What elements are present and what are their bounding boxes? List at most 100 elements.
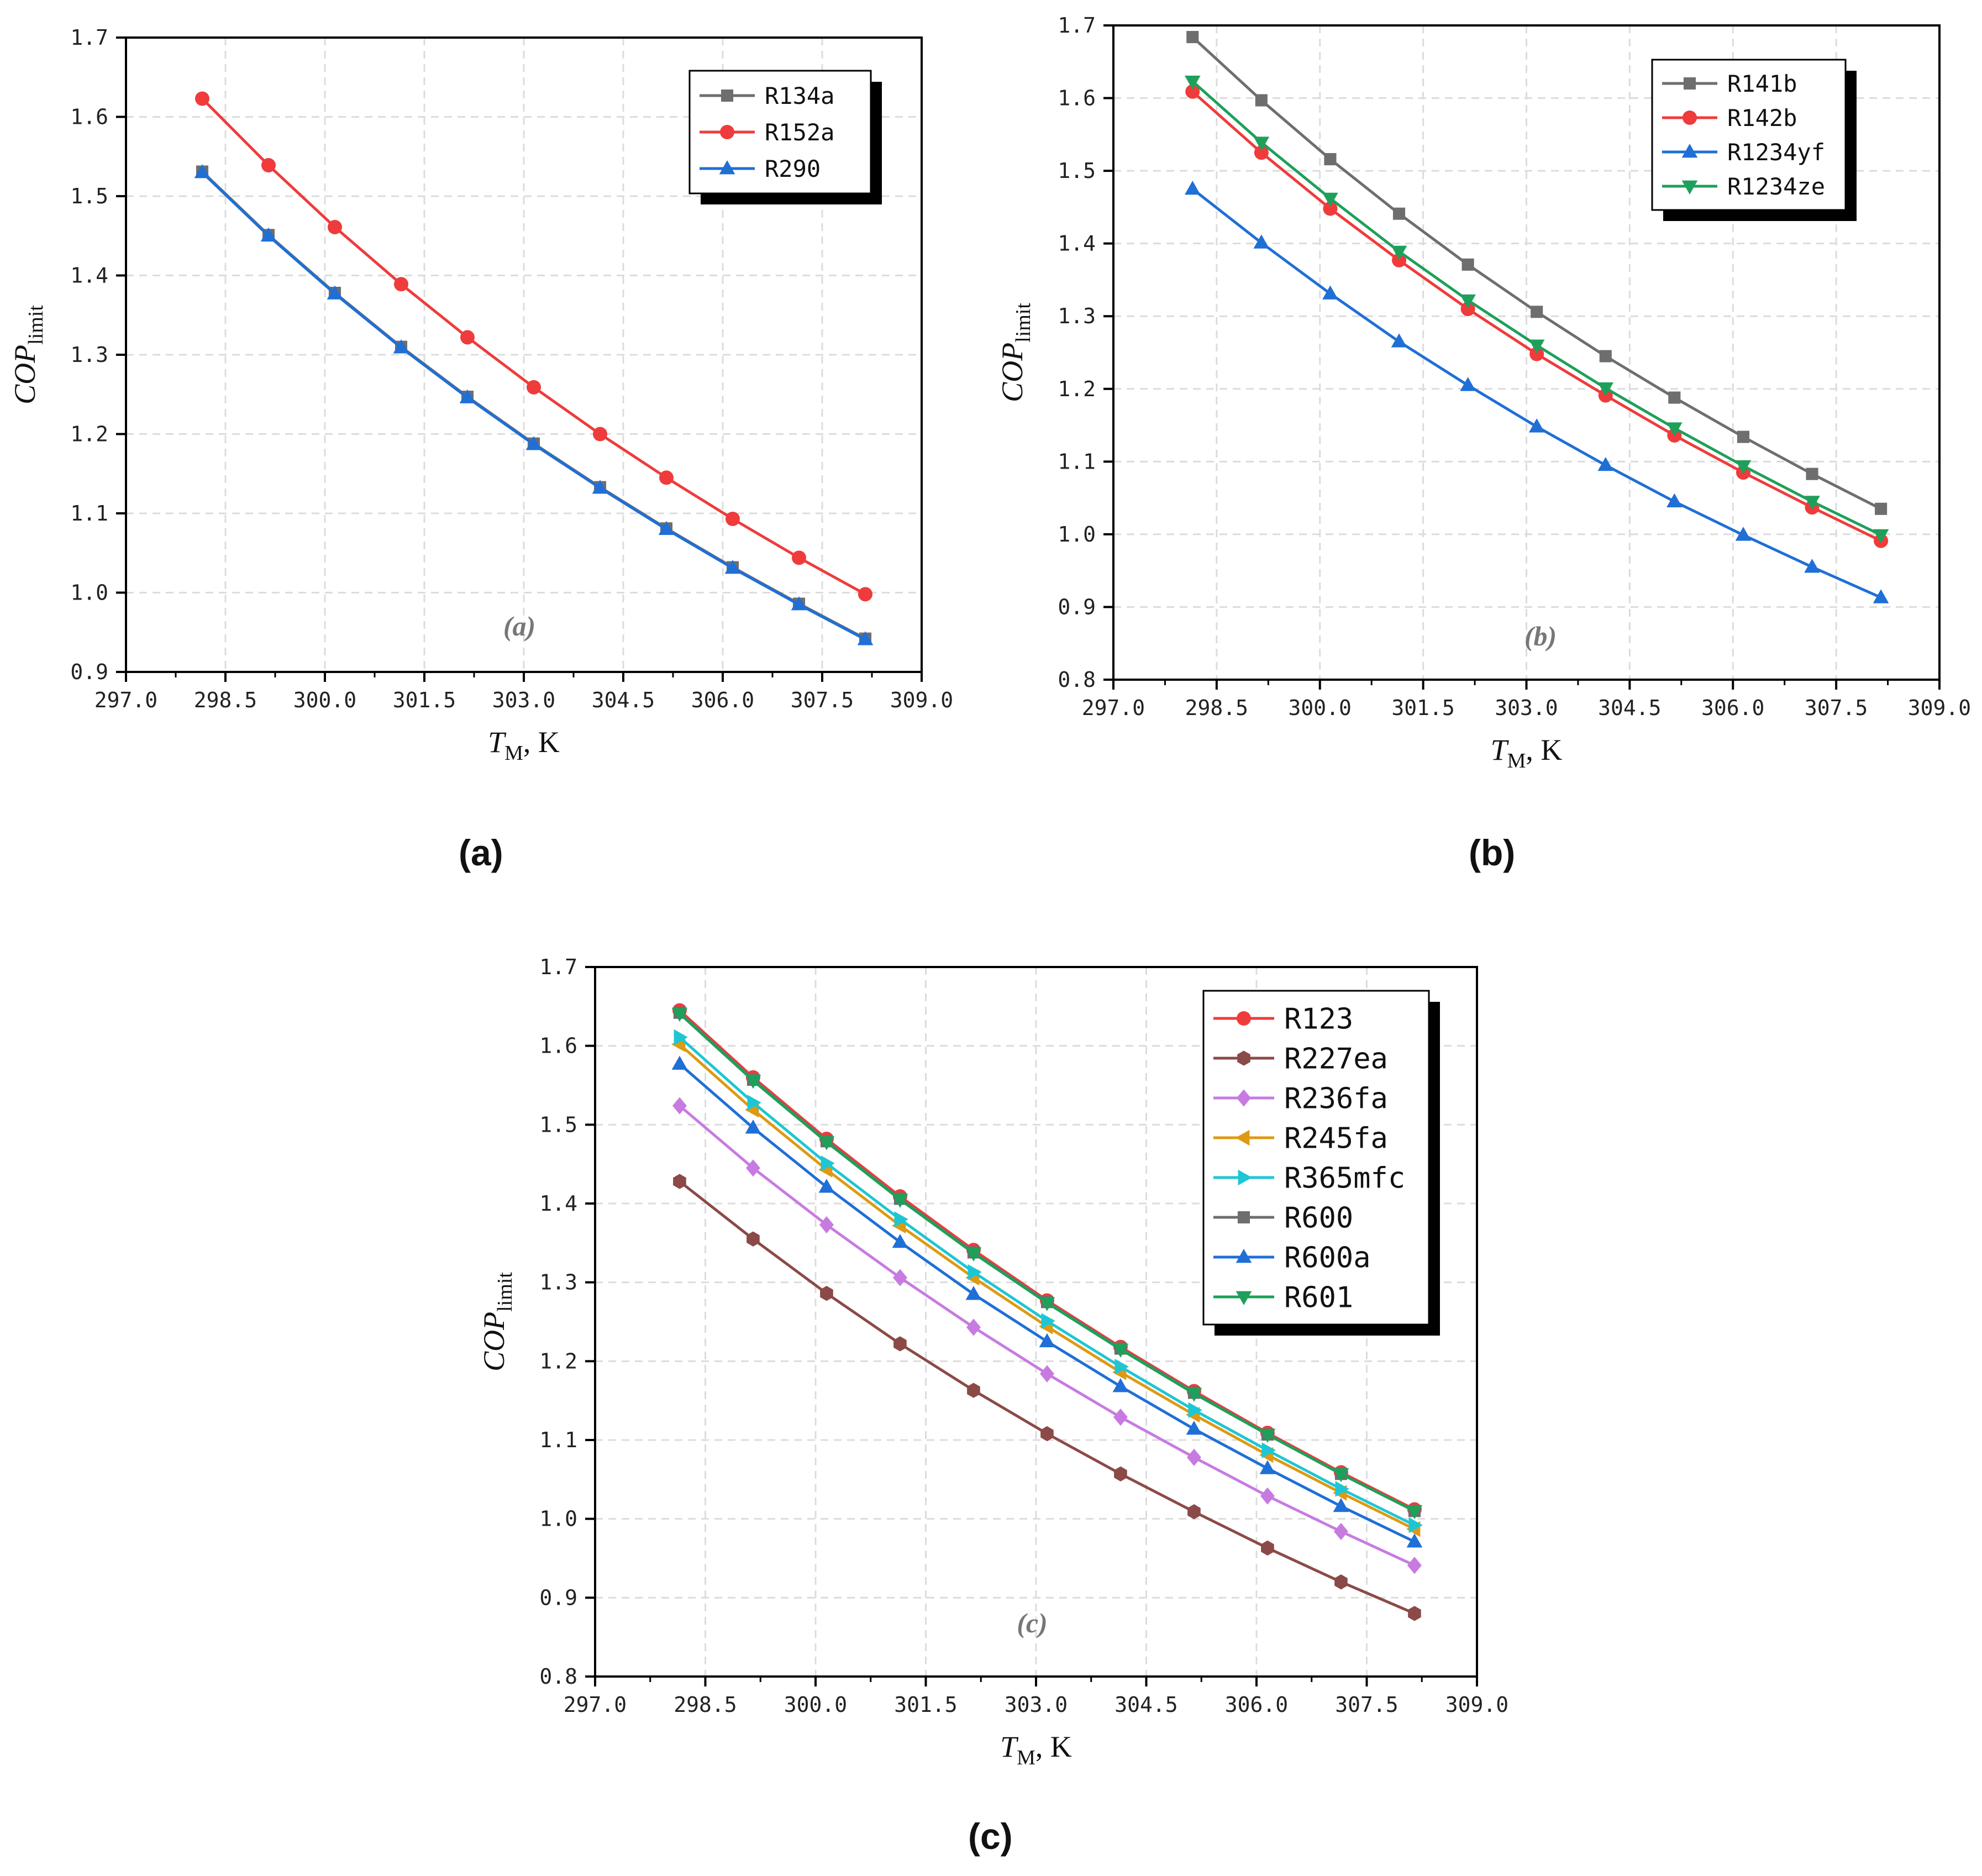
y-tick-label-a-3: 1.2 [70,422,108,446]
data-point-b-R1234ze-9 [1804,496,1820,510]
y-tick-label-a-0: 0.9 [70,660,108,684]
x-tick-label-c-8: 309.0 [1445,1693,1508,1717]
legend-marker-c-R236fa [1237,1089,1251,1107]
data-point-c-R601-1 [745,1075,761,1089]
legend-label-a-R134a: R134a [765,82,834,109]
data-point-c-R601-9 [1333,1468,1349,1483]
legend-label-c-R236fa: R236fa [1284,1082,1388,1116]
x-tick-label-a-5: 304.5 [592,688,655,712]
data-point-a-R290-1 [260,227,277,242]
legend-label-c-R227ea: R227ea [1284,1043,1388,1076]
data-point-a-R290-0 [194,164,211,178]
x-axis-label-suffix-a: , K [523,726,560,759]
data-point-a-R152a-9 [792,550,806,565]
data-point-c-R600a-0 [671,1055,688,1070]
legend-marker-c-R227ea [1237,1050,1250,1066]
x-axis-label-sub-a: M [504,742,523,765]
data-point-c-R236fa-3 [892,1269,907,1286]
data-point-c-R601-6 [1112,1343,1129,1358]
data-point-b-R141b-2 [1324,153,1337,166]
y-axis-label-a: COPlimit [8,305,48,404]
data-point-a-R290-9 [791,596,807,611]
data-point-a-R152a-4 [460,330,475,345]
data-point-c-R365mfc-1 [747,1095,761,1111]
data-point-b-R1234yf-6 [1597,456,1614,471]
data-point-b-R142b-4 [1460,302,1475,317]
data-point-b-R142b-2 [1323,201,1338,216]
data-point-a-R152a-5 [527,380,541,395]
data-point-a-R152a-10 [858,587,872,602]
y-tick-label-a-5: 1.4 [70,264,108,288]
panel-annotation-c: (c) [1017,1607,1048,1638]
legend-label-c-R123: R123 [1284,1003,1353,1036]
data-point-b-R141b-3 [1392,207,1406,220]
data-point-b-R1234ze-2 [1322,192,1338,207]
legend-marker-b-R141b [1683,77,1696,90]
data-point-c-R365mfc-8 [1261,1442,1276,1458]
legend-label-c-R245fa: R245fa [1284,1122,1388,1155]
data-point-b-R1234yf-3 [1391,333,1407,348]
data-point-a-R290-4 [459,389,476,403]
y-axis-label-c: COPlimit [477,1272,517,1371]
data-point-c-R600a-6 [1112,1378,1129,1392]
x-axis-label-sub-c: M [1017,1746,1035,1769]
y-tick-label-a-7: 1.6 [70,105,108,129]
data-point-c-R600a-7 [1186,1421,1202,1435]
x-tick-label-c-5: 304.5 [1114,1693,1177,1717]
data-point-a-R290-2 [327,285,343,299]
y-tick-label-c-2: 1.0 [539,1507,577,1531]
x-tick-label-c-0: 297.0 [564,1693,627,1717]
data-point-c-R600a-1 [745,1120,761,1134]
data-point-c-R365mfc-4 [968,1264,982,1280]
data-point-b-R142b-3 [1392,253,1407,267]
data-point-c-R365mfc-9 [1335,1481,1349,1497]
x-tick-label-a-1: 298.5 [194,688,257,712]
legend-marker-c-R600a [1236,1249,1252,1263]
legend-marker-a-R134a [721,89,734,102]
data-point-b-R1234ze-6 [1597,382,1614,397]
data-point-c-R227ea-5 [1040,1426,1054,1442]
data-point-b-R1234yf-0 [1184,181,1201,195]
y-axis-label-main-a: COP [8,345,41,404]
data-point-a-R290-10 [857,631,874,645]
data-point-a-R152a-7 [659,470,674,485]
data-point-c-R365mfc-6 [1114,1359,1129,1375]
data-point-b-R141b-1 [1255,94,1268,107]
x-tick-label-b-6: 306.0 [1701,696,1764,720]
legend-marker-c-R245fa [1236,1129,1250,1146]
legend-label-b-R1234ze: R1234ze [1727,173,1825,200]
data-point-a-R152a-3 [394,277,408,292]
legend-label-a-R152a: R152a [765,119,834,146]
data-point-b-R1234yf-7 [1666,493,1683,508]
data-point-b-R1234ze-4 [1460,294,1476,309]
legend-marker-b-R142b [1683,111,1697,125]
data-point-a-R152a-8 [725,512,740,527]
data-point-b-R142b-0 [1185,84,1200,99]
x-tick-label-b-3: 301.5 [1391,696,1454,720]
data-point-c-R236fa-10 [1407,1557,1422,1574]
y-tick-label-a-2: 1.1 [70,501,108,526]
y-tick-label-c-8: 1.6 [539,1034,577,1058]
data-point-b-R1234yf-5 [1528,418,1545,433]
y-tick-label-c-4: 1.2 [539,1349,577,1373]
data-point-c-R236fa-7 [1186,1448,1201,1466]
data-point-c-R227ea-0 [673,1174,686,1189]
y-tick-label-a-1: 1.0 [70,581,108,605]
data-point-b-R1234yf-4 [1460,377,1476,391]
panel-label-b: (b) [1469,832,1516,873]
x-tick-label-b-7: 307.5 [1805,696,1868,720]
x-tick-label-a-8: 309.0 [890,688,953,712]
y-axis-label-main-b: COP [996,343,1029,402]
data-point-b-R1234yf-9 [1804,559,1820,573]
legend-marker-c-R601 [1236,1291,1252,1305]
data-point-a-R290-3 [393,339,409,354]
data-point-a-R290-5 [525,436,542,450]
y-tick-label-c-7: 1.5 [539,1112,577,1137]
data-point-b-R1234yf-8 [1735,527,1752,541]
data-point-b-R141b-5 [1531,306,1543,318]
data-point-c-R236fa-1 [745,1159,760,1177]
x-axis-label-suffix-b: , K [1526,733,1562,766]
x-tick-label-c-3: 301.5 [894,1693,957,1717]
data-point-b-R142b-1 [1254,145,1269,160]
